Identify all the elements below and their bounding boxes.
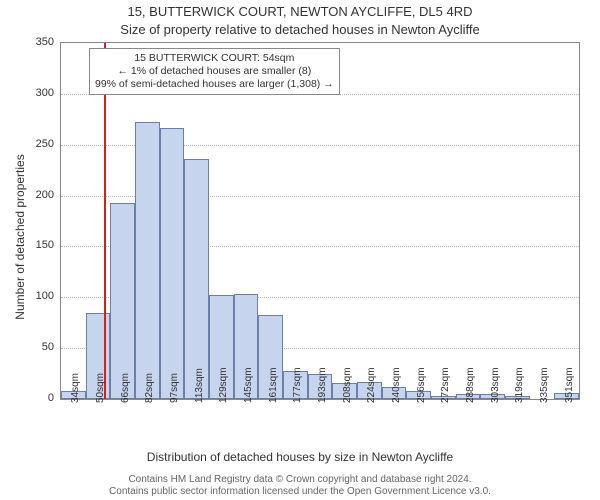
x-tick-label: 50sqm [95,373,106,403]
marker-line [104,43,106,399]
x-tick-label: 288sqm [465,367,476,403]
page-container: 15, BUTTERWICK COURT, NEWTON AYCLIFFE, D… [0,0,600,500]
x-axis-label: Distribution of detached houses by size … [0,450,600,464]
y-tick-label: 350 [0,36,54,48]
y-tick-label: 100 [0,290,54,302]
histogram-bar [184,159,209,399]
x-tick-label: 240sqm [391,367,402,403]
x-tick-label: 161sqm [268,367,279,403]
x-tick-label: 272sqm [440,367,451,403]
x-tick-label: 145sqm [243,367,254,403]
y-tick-label: 0 [0,392,54,404]
y-tick-label: 250 [0,138,54,150]
x-tick-label: 82sqm [144,373,155,403]
x-tick-label: 303sqm [490,367,501,403]
footer-line-1: Contains HM Land Registry data © Crown c… [0,474,600,485]
histogram-bar [110,203,135,399]
annotation-line: ← 1% of detached houses are smaller (8) [95,65,334,78]
annotation-line: 15 BUTTERWICK COURT: 54sqm [95,52,334,65]
histogram-bar [160,128,185,399]
y-tick-label: 50 [0,341,54,353]
y-tick-label: 300 [0,87,54,99]
chart-title-main: 15, BUTTERWICK COURT, NEWTON AYCLIFFE, D… [0,4,600,19]
plot-area: 34sqm 50sqm 66sqm 82sqm 97sqm 113sqm 129sqm 145… [60,42,580,400]
x-tick-label: 34sqm [70,373,81,403]
x-tick-label: 97sqm [169,373,180,403]
x-tick-label: 66sqm [120,373,131,403]
annotation-line: 99% of semi-detached houses are larger (… [95,78,334,91]
y-tick-label: 200 [0,189,54,201]
x-tick-label: 335sqm [539,367,550,403]
x-tick-label: 129sqm [218,367,229,403]
x-tick-label: 177sqm [292,367,303,403]
x-tick-label: 113sqm [194,368,205,403]
x-tick-label: 319sqm [514,367,525,403]
x-tick-label: 193sqm [317,367,328,403]
x-tick-label: 256sqm [416,367,427,403]
x-tick-label: 224sqm [366,367,377,403]
x-tick-label: 208sqm [342,367,353,403]
chart-title-sub: Size of property relative to detached ho… [0,22,600,37]
histogram-bar [135,122,160,399]
x-tick-label: 351sqm [564,367,575,403]
footer-line-2: Contains public sector information licen… [0,486,600,497]
annotation-box: 15 BUTTERWICK COURT: 54sqm← 1% of detach… [89,48,340,95]
y-tick-label: 150 [0,239,54,251]
y-axis-label: Number of detached properties [13,127,27,347]
